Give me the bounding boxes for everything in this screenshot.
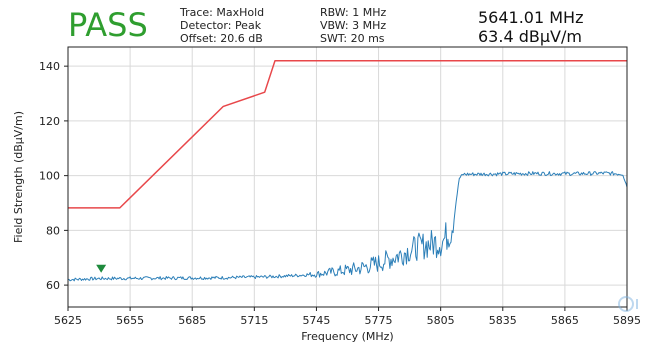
vbw-info: VBW: 3 MHz [320, 19, 386, 32]
x-tick-label: 5715 [240, 314, 268, 327]
peak-marker-icon [96, 264, 107, 273]
x-tick-label: 5625 [54, 314, 82, 327]
measured-trace-line [67, 171, 628, 282]
y-axis-label: Field Strength (dBµV/m) [12, 111, 25, 243]
x-tick-label: 5655 [116, 314, 144, 327]
y-tick-label: 80 [46, 224, 60, 237]
x-tick-label: 5745 [302, 314, 330, 327]
marker-layer [96, 264, 107, 273]
y-tick-label: 60 [46, 279, 60, 292]
trace-info: Trace: MaxHold [179, 6, 264, 19]
limit-line [68, 59, 627, 209]
detector-info: Detector: Peak [180, 19, 262, 32]
y-tick-label: 100 [39, 170, 60, 183]
logo-icon [618, 296, 638, 312]
marker-level-readout: 63.4 dBµV/m [478, 27, 582, 46]
x-tick-label: 5685 [178, 314, 206, 327]
tick-labels: 5625 5655 5685 5715 5745 5775 5805 5835 5865 5895… [39, 60, 641, 327]
x-axis-label: Frequency (MHz) [301, 330, 393, 343]
x-tick-label: 5805 [427, 314, 455, 327]
marker-frequency-readout: 5641.01 MHz [478, 8, 583, 27]
swt-info: SWT: 20 ms [320, 32, 385, 45]
verdict-label: PASS [68, 6, 148, 44]
rbw-info: RBW: 1 MHz [320, 6, 386, 19]
x-tick-label: 5835 [489, 314, 517, 327]
x-tick-label: 5865 [551, 314, 579, 327]
offset-info: Offset: 20.6 dB [180, 32, 263, 45]
plot-frame [67, 46, 628, 308]
x-tick-label: 5895 [613, 314, 641, 327]
series-lines [67, 59, 628, 282]
y-tick-label: 120 [39, 115, 60, 128]
y-tick-label: 140 [39, 60, 60, 73]
grid-lines [67, 47, 628, 307]
x-tick-label: 5775 [365, 314, 393, 327]
